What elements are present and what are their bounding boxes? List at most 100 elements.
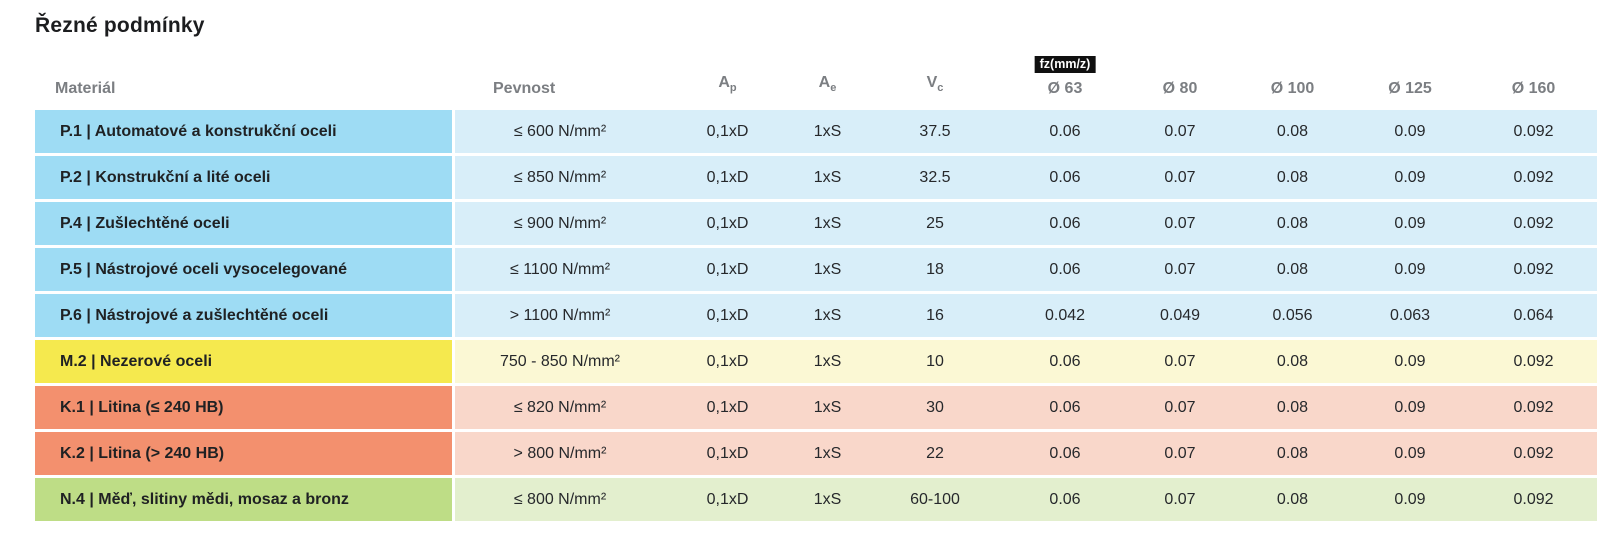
fz-160-cell: 0.092 (1470, 478, 1597, 521)
fz-160-cell: 0.064 (1470, 294, 1597, 337)
header-ae-base: A (818, 73, 831, 91)
fz-63-cell: 0.06 (1005, 478, 1125, 521)
fz-unit-badge: fz(mm/z) (1034, 56, 1096, 73)
fz-160-cell: 0.092 (1470, 248, 1597, 291)
fz-63-cell: 0.06 (1005, 432, 1125, 475)
diameter-63-label: Ø 63 (1047, 80, 1083, 97)
fz-160-cell: 0.092 (1470, 156, 1597, 199)
ae-cell: 1xS (790, 386, 865, 429)
column-header-diameter-160: Ø 160 (1511, 80, 1556, 97)
vc-cell: 16 (865, 294, 1005, 337)
ap-cell: 0,1xD (665, 110, 790, 153)
fz-80-cell: 0.07 (1125, 156, 1235, 199)
fz-125-cell: 0.09 (1350, 386, 1470, 429)
fz-63-cell: 0.06 (1005, 340, 1125, 383)
vc-cell: 25 (865, 202, 1005, 245)
fz-160-cell: 0.092 (1470, 386, 1597, 429)
ae-cell: 1xS (790, 156, 865, 199)
fz-100-cell: 0.08 (1235, 340, 1350, 383)
fz-63-cell: 0.06 (1005, 156, 1125, 199)
table-row: P.6 | Nástrojové a zušlechtěné oceli > 1… (35, 294, 1597, 337)
fz-100-cell: 0.08 (1235, 478, 1350, 521)
header-ae-subscript: e (830, 82, 837, 94)
ap-cell: 0,1xD (665, 432, 790, 475)
pevnost-cell: 750 - 850 N/mm² (455, 340, 665, 383)
ae-cell: 1xS (790, 478, 865, 521)
ae-cell: 1xS (790, 432, 865, 475)
material-cell: K.1 | Litina (≤ 240 HB) (35, 386, 455, 429)
pevnost-cell: ≤ 800 N/mm² (455, 478, 665, 521)
fz-125-cell: 0.09 (1350, 202, 1470, 245)
vc-cell: 32.5 (865, 156, 1005, 199)
column-header-ap: Ap (665, 73, 790, 98)
fz-63-cell: 0.06 (1005, 202, 1125, 245)
fz-100-cell: 0.08 (1235, 248, 1350, 291)
column-header-pevnost: Pevnost (493, 80, 556, 97)
vc-cell: 22 (865, 432, 1005, 475)
column-header-diameter-80: Ø 80 (1162, 80, 1198, 97)
fz-125-cell: 0.09 (1350, 156, 1470, 199)
fz-100-cell: 0.08 (1235, 202, 1350, 245)
material-cell: N.4 | Měď, slitiny mědi, mosaz a bronz (35, 478, 455, 521)
material-cell: P.4 | Zušlechtěné oceli (35, 202, 455, 245)
pevnost-cell: > 800 N/mm² (455, 432, 665, 475)
fz-80-cell: 0.07 (1125, 110, 1235, 153)
header-ap-base: A (718, 73, 730, 91)
column-header-diameter-63: fz(mm/z) Ø 63 (1005, 56, 1125, 98)
ap-cell: 0,1xD (665, 340, 790, 383)
fz-160-cell: 0.092 (1470, 340, 1597, 383)
fz-80-cell: 0.07 (1125, 386, 1235, 429)
page-title: Řezné podmínky (35, 14, 205, 37)
ap-cell: 0,1xD (665, 386, 790, 429)
table-row: K.2 | Litina (> 240 HB) > 800 N/mm² 0,1x… (35, 432, 1597, 475)
pevnost-cell: ≤ 820 N/mm² (455, 386, 665, 429)
ae-cell: 1xS (790, 294, 865, 337)
fz-160-cell: 0.092 (1470, 110, 1597, 153)
ap-cell: 0,1xD (665, 202, 790, 245)
fz-125-cell: 0.09 (1350, 110, 1470, 153)
ae-cell: 1xS (790, 248, 865, 291)
fz-100-cell: 0.08 (1235, 432, 1350, 475)
material-cell: P.5 | Nástrojové oceli vysocelegované (35, 248, 455, 291)
fz-80-cell: 0.049 (1125, 294, 1235, 337)
pevnost-cell: > 1100 N/mm² (455, 294, 665, 337)
fz-100-cell: 0.08 (1235, 156, 1350, 199)
vc-cell: 10 (865, 340, 1005, 383)
ap-cell: 0,1xD (665, 156, 790, 199)
fz-63-cell: 0.042 (1005, 294, 1125, 337)
material-cell: M.2 | Nezerové oceli (35, 340, 455, 383)
header-ap-subscript: p (729, 82, 737, 94)
ap-cell: 0,1xD (665, 478, 790, 521)
fz-125-cell: 0.09 (1350, 432, 1470, 475)
fz-80-cell: 0.07 (1125, 202, 1235, 245)
pevnost-cell: ≤ 600 N/mm² (455, 110, 665, 153)
fz-100-cell: 0.056 (1235, 294, 1350, 337)
ae-cell: 1xS (790, 202, 865, 245)
table-row: K.1 | Litina (≤ 240 HB) ≤ 820 N/mm² 0,1x… (35, 386, 1597, 429)
fz-63-cell: 0.06 (1005, 386, 1125, 429)
cutting-conditions-table: Materiál Pevnost Ap Ae Vc fz(mm/z) Ø 63 … (35, 56, 1597, 521)
fz-63-cell: 0.06 (1005, 248, 1125, 291)
ap-cell: 0,1xD (665, 248, 790, 291)
material-cell: P.2 | Konstrukční a lité oceli (35, 156, 455, 199)
fz-125-cell: 0.09 (1350, 340, 1470, 383)
fz-80-cell: 0.07 (1125, 248, 1235, 291)
fz-160-cell: 0.092 (1470, 432, 1597, 475)
table-row: P.4 | Zušlechtěné oceli ≤ 900 N/mm² 0,1x… (35, 202, 1597, 245)
ap-cell: 0,1xD (665, 294, 790, 337)
pevnost-cell: ≤ 1100 N/mm² (455, 248, 665, 291)
material-cell: P.6 | Nástrojové a zušlechtěné oceli (35, 294, 455, 337)
table-row: M.2 | Nezerové oceli 750 - 850 N/mm² 0,1… (35, 340, 1597, 383)
vc-cell: 18 (865, 248, 1005, 291)
ae-cell: 1xS (790, 110, 865, 153)
fz-100-cell: 0.08 (1235, 386, 1350, 429)
material-cell: P.1 | Automatové a konstrukční oceli (35, 110, 455, 153)
pevnost-cell: ≤ 850 N/mm² (455, 156, 665, 199)
table-row: P.2 | Konstrukční a lité oceli ≤ 850 N/m… (35, 156, 1597, 199)
fz-80-cell: 0.07 (1125, 432, 1235, 475)
fz-125-cell: 0.063 (1350, 294, 1470, 337)
column-header-diameter-125: Ø 125 (1388, 80, 1432, 97)
table-row: P.5 | Nástrojové oceli vysocelegované ≤ … (35, 248, 1597, 291)
column-header-diameter-100: Ø 100 (1270, 80, 1315, 97)
